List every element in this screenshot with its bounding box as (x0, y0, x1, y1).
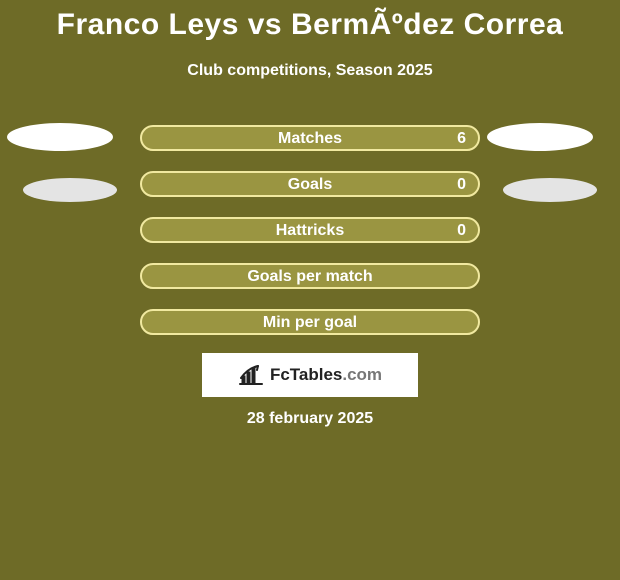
stat-pill: Hattricks0 (140, 217, 480, 243)
page-title: Franco Leys vs BermÃºdez Correa (0, 8, 620, 42)
stat-label: Goals (142, 173, 478, 197)
subtitle: Club competitions, Season 2025 (0, 62, 620, 80)
stat-value: 0 (457, 219, 466, 243)
fctables-logo: FcTables.com (202, 353, 418, 397)
side-ellipse (7, 123, 113, 151)
side-ellipse (487, 123, 593, 151)
stat-pill: Matches6 (140, 125, 480, 151)
stat-pill: Min per goal (140, 309, 480, 335)
side-ellipse (503, 178, 597, 202)
logo-text: FcTables.com (270, 365, 382, 385)
logo-text-suffix: .com (342, 365, 382, 384)
stat-label: Min per goal (142, 311, 478, 335)
stat-value: 0 (457, 173, 466, 197)
barchart-icon (238, 364, 264, 386)
logo-text-main: FcTables (270, 365, 342, 384)
side-ellipse (23, 178, 117, 202)
stat-pill: Goals per match (140, 263, 480, 289)
stat-pill: Goals0 (140, 171, 480, 197)
stat-label: Goals per match (142, 265, 478, 289)
stat-label: Matches (142, 127, 478, 151)
stat-label: Hattricks (142, 219, 478, 243)
date-caption: 28 february 2025 (0, 410, 620, 428)
comparison-infographic: Franco Leys vs BermÃºdez Correa Club com… (0, 0, 620, 580)
stat-value: 6 (457, 127, 466, 151)
